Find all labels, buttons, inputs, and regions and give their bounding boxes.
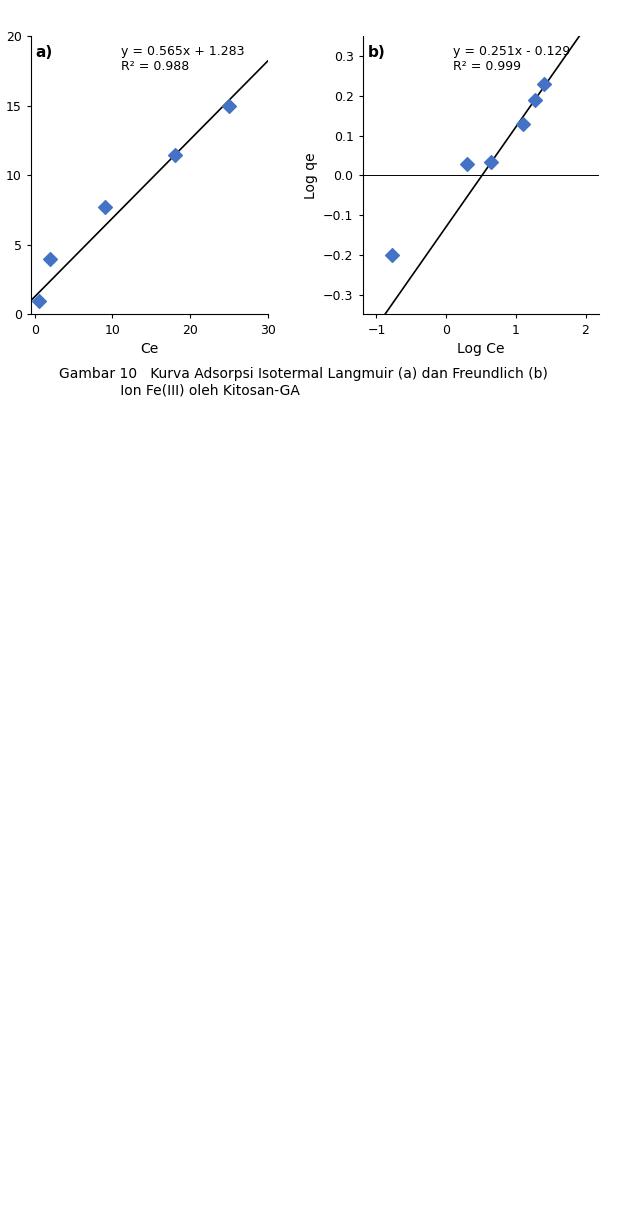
Text: a): a) bbox=[36, 45, 53, 59]
Text: y = 0.565x + 1.283
R² = 0.988: y = 0.565x + 1.283 R² = 0.988 bbox=[121, 45, 245, 73]
X-axis label: Log Ce: Log Ce bbox=[457, 342, 505, 357]
Point bbox=[34, 291, 44, 311]
X-axis label: Ce: Ce bbox=[140, 342, 158, 357]
Point bbox=[530, 90, 540, 109]
Point bbox=[387, 245, 397, 264]
Point bbox=[539, 74, 549, 93]
Point bbox=[518, 114, 528, 133]
Point bbox=[170, 144, 180, 164]
Point bbox=[486, 152, 496, 171]
Text: b): b) bbox=[367, 45, 385, 59]
Point bbox=[224, 96, 234, 115]
Point bbox=[99, 198, 109, 217]
Y-axis label: Log qe: Log qe bbox=[303, 152, 318, 199]
Text: Gambar 10   Kurva Adsorpsi Isotermal Langmuir (a) dan Freundlich (b)
           : Gambar 10 Kurva Adsorpsi Isotermal Langm… bbox=[59, 368, 548, 398]
Text: y = 0.251x - 0.129
R² = 0.999: y = 0.251x - 0.129 R² = 0.999 bbox=[452, 45, 570, 73]
Point bbox=[462, 154, 472, 173]
Point bbox=[45, 249, 55, 268]
